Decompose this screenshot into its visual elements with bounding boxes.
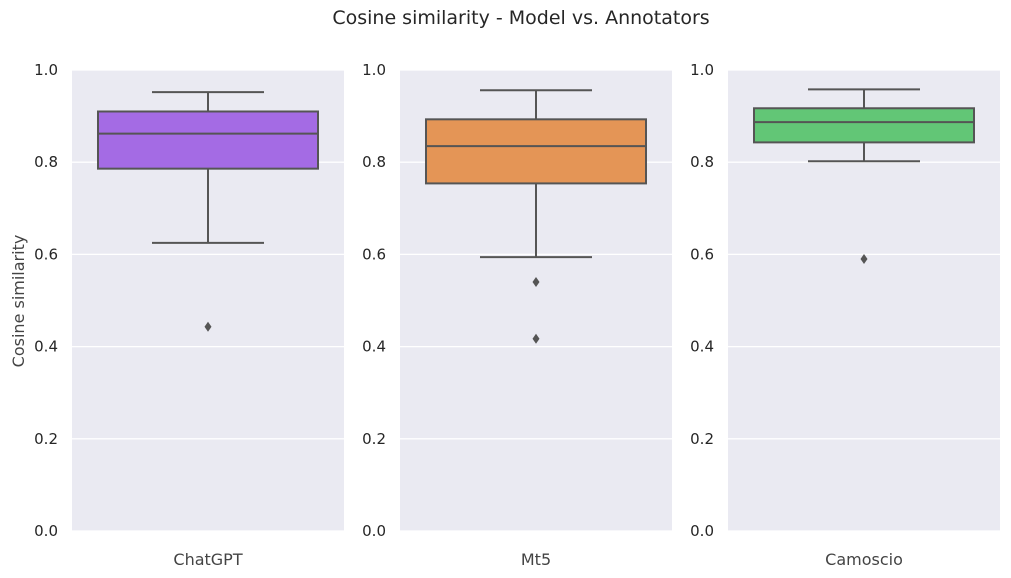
panel-mt5: 0.0 0.2 0.4 0.6 0.8 1.0 Mt5	[362, 61, 672, 569]
y-tick-label: 1.0	[34, 61, 58, 79]
y-tick-label: 0.8	[34, 153, 58, 171]
y-tick-label: 1.0	[690, 61, 714, 79]
y-tick-label: 0.2	[34, 430, 58, 448]
outlier-point	[532, 277, 540, 288]
y-tick-label: 0.2	[362, 430, 386, 448]
x-category-label: ChatGPT	[173, 550, 242, 569]
y-tick-label: 1.0	[362, 61, 386, 79]
panels: 0.0 0.2 0.4 0.6 0.8 1.0 ChatGPT 0.0 0.2 0.4 0.6 0.8…	[34, 61, 1000, 569]
box	[97, 110, 319, 170]
outlier-point	[204, 321, 212, 332]
y-axis-label: Cosine similarity	[9, 235, 28, 368]
y-tick-label: 0.8	[690, 153, 714, 171]
chart-title: Cosine similarity - Model vs. Annotators	[332, 7, 709, 29]
panel-camoscio: 0.0 0.2 0.4 0.6 0.8 1.0 Camoscio	[690, 61, 1000, 569]
x-category-label: Mt5	[521, 550, 551, 569]
y-tick-label: 0.0	[362, 522, 386, 540]
y-tick-label: 0.0	[34, 522, 58, 540]
y-tick-label: 0.4	[690, 338, 714, 356]
outlier-point	[860, 254, 868, 265]
y-tick-label: 0.2	[690, 430, 714, 448]
box	[425, 118, 647, 185]
outlier-point	[532, 333, 540, 344]
y-tick-label: 0.8	[362, 153, 386, 171]
panel-chatgpt: 0.0 0.2 0.4 0.6 0.8 1.0 ChatGPT	[34, 61, 344, 569]
y-tick-label: 0.4	[34, 338, 58, 356]
box	[753, 107, 975, 144]
y-tick-label: 0.0	[690, 522, 714, 540]
y-tick-label: 0.4	[362, 338, 386, 356]
y-tick-label: 0.6	[362, 245, 386, 263]
y-tick-label: 0.6	[690, 245, 714, 263]
x-category-label: Camoscio	[825, 550, 903, 569]
y-tick-label: 0.6	[34, 245, 58, 263]
